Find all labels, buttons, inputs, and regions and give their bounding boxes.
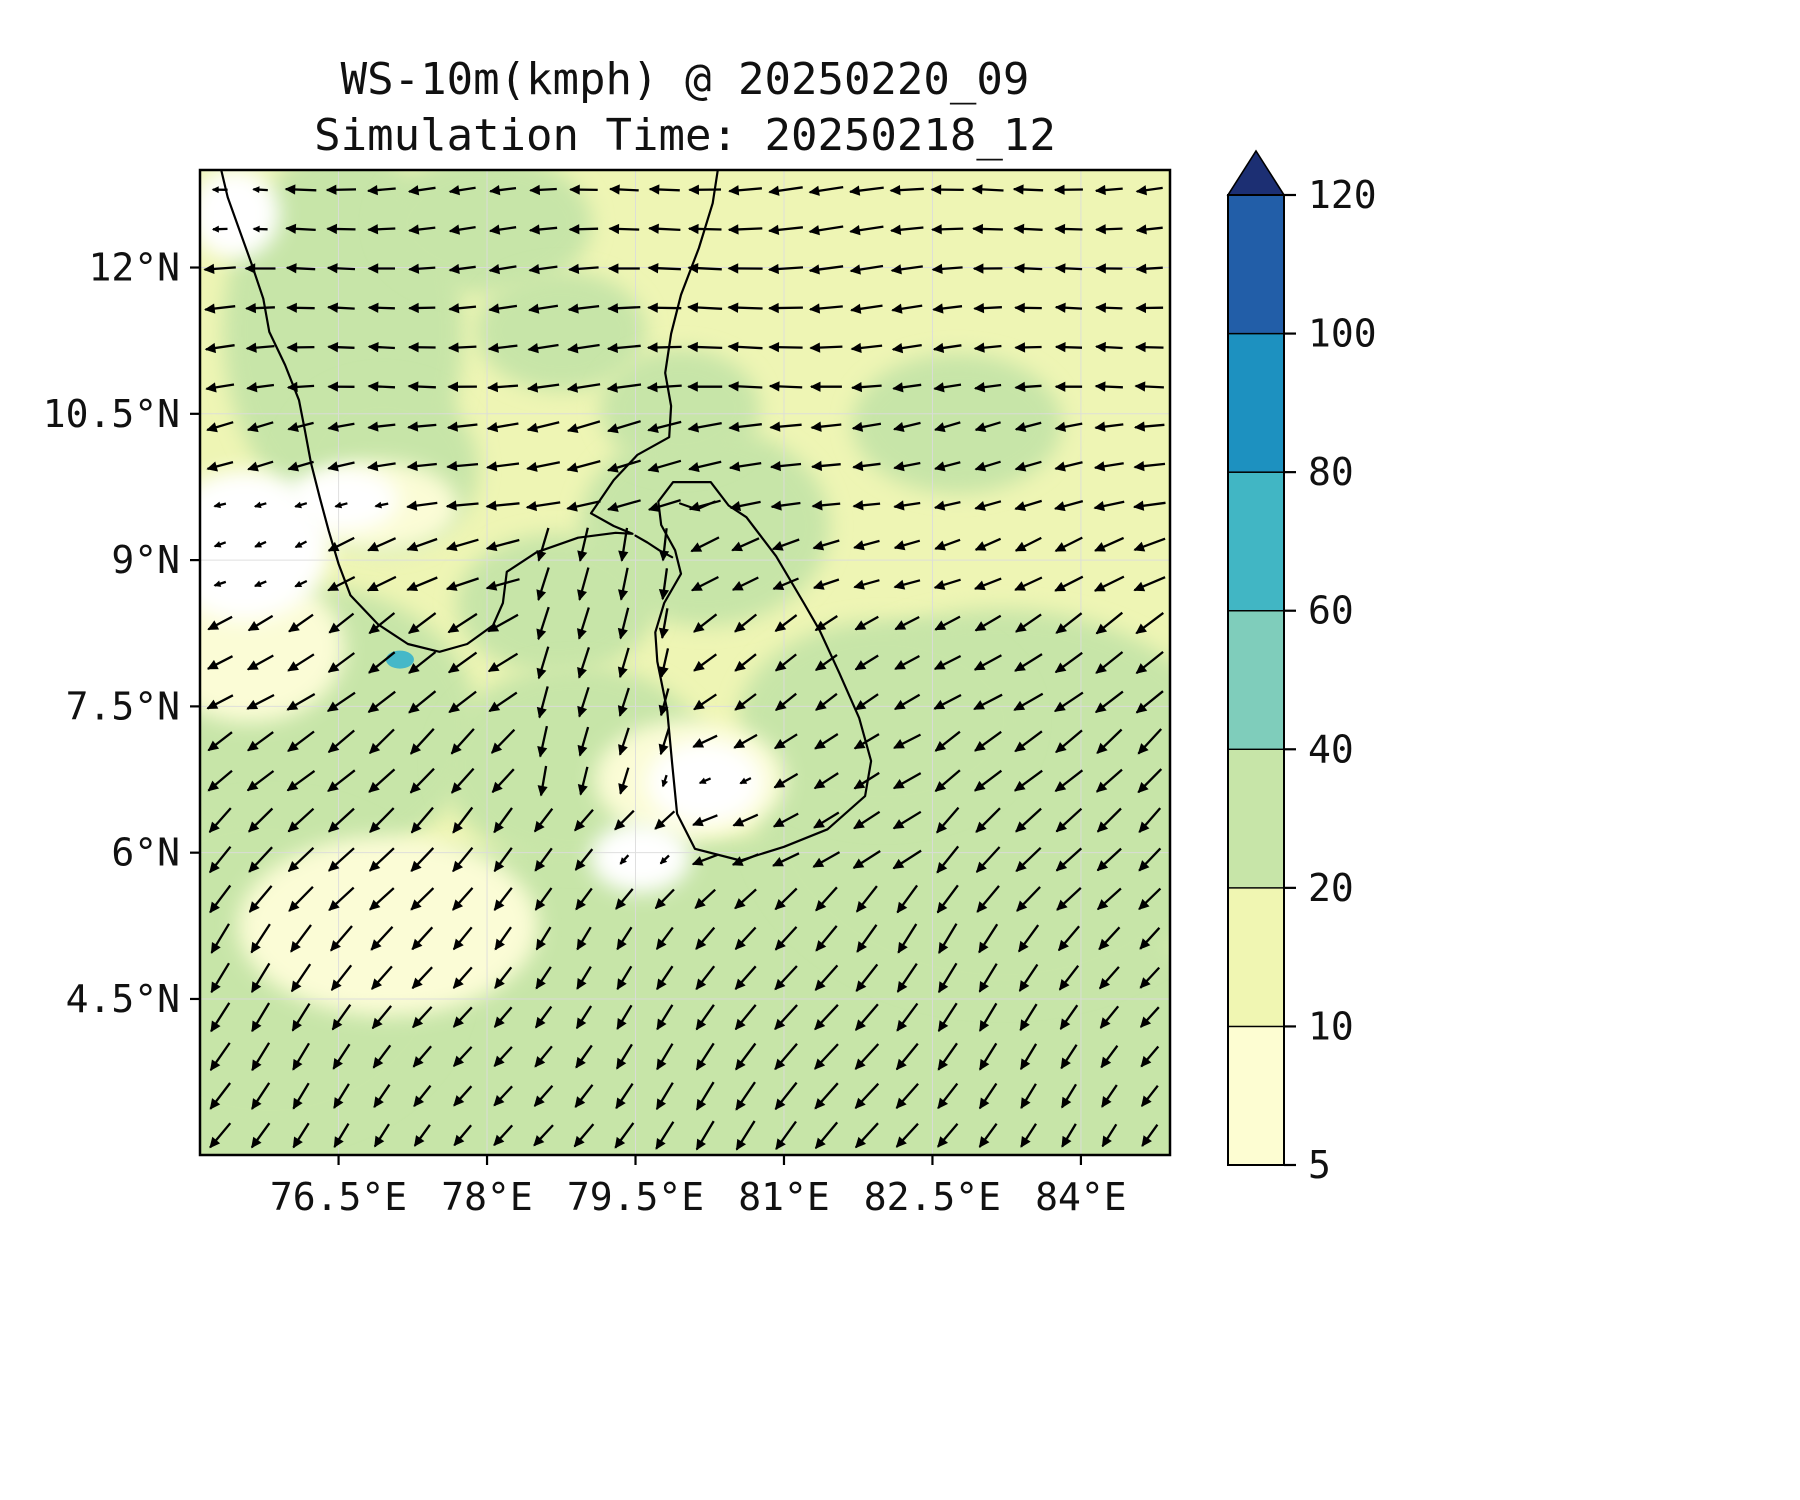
y-tick-label: 7.5°N: [66, 684, 180, 728]
wind-speed-contour-patch: [288, 467, 399, 532]
colorbar-tick-label: 5: [1308, 1143, 1331, 1187]
wind-speed-contour-patch: [737, 621, 1028, 822]
wind-speed-contour-patch: [456, 533, 657, 674]
wind-speed-contour-patch: [238, 835, 539, 1016]
y-tick-label: 9°N: [111, 538, 180, 582]
x-tick-label: 81°E: [738, 1175, 830, 1219]
colorbar-segment: [1227, 887, 1285, 1028]
colorbar-segment: [1227, 194, 1285, 335]
wind-speed-contour-patch: [200, 170, 280, 259]
y-tick-label: 6°N: [111, 831, 180, 875]
colorbar-tick-label: 20: [1308, 866, 1354, 910]
plot-border: [198, 168, 1172, 1157]
x-tick-label: 82.5°E: [864, 1175, 1001, 1219]
colorbar-tick-label: 10: [1308, 1004, 1354, 1048]
map-shading: [200, 170, 1170, 1155]
colorbar-segment: [1227, 332, 1285, 473]
x-axis-ticks: 76.5°E 78°E 79.5°E 81°E 82.5°E 84°E: [270, 1155, 1127, 1219]
colorbar-segment: [1227, 1025, 1285, 1166]
x-tick-label: 78°E: [441, 1175, 533, 1219]
wind-speed-contour-patch: [590, 822, 691, 893]
colorbar-segment: [1227, 471, 1285, 612]
figure-title: WS-10m(kmph) @ 20250220_09: [340, 54, 1030, 105]
colorbar-segment: [1227, 610, 1285, 750]
x-tick-label: 79.5°E: [567, 1175, 704, 1219]
colorbar-tick-label: 80: [1308, 450, 1354, 494]
y-tick-label: 12°N: [88, 246, 180, 290]
wind-speed-contour-patch: [600, 348, 761, 469]
high-windspeed-spot: [385, 650, 414, 669]
coastline-sri-lanka: [654, 481, 873, 862]
y-tick-label: 10.5°N: [43, 392, 180, 436]
y-axis-ticks: 12°N 10.5°N 9°N 7.5°N 6°N 4.5°N: [43, 246, 200, 1021]
wind-arrows: [203, 184, 1166, 1151]
colorbar: 5 10 20 40 60 80 100 120: [1226, 149, 1377, 1187]
y-tick-label: 4.5°N: [66, 977, 180, 1021]
wind-speed-contour-patch: [476, 270, 647, 391]
figure-subtitle: Simulation Time: 20250218_12: [314, 110, 1056, 161]
colorbar-tick-label: 120: [1308, 173, 1377, 217]
colorbar-tick-label: 60: [1308, 589, 1354, 633]
colorbar-tick-label: 100: [1308, 312, 1377, 356]
x-tick-label: 84°E: [1035, 1175, 1127, 1219]
colorbar-border: [1227, 194, 1285, 1166]
x-tick-label: 76.5°E: [270, 1175, 407, 1219]
graticule: [200, 170, 1170, 1155]
colorbar-tick-label: 40: [1308, 727, 1354, 771]
colorbar-extend-arrow: [1226, 149, 1286, 196]
colorbar-segment: [1227, 748, 1285, 889]
